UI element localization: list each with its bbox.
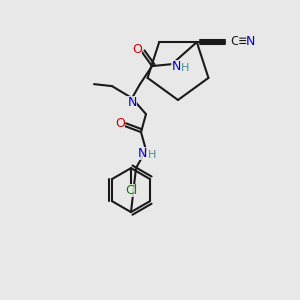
Text: C: C bbox=[230, 34, 239, 48]
Text: N: N bbox=[171, 60, 181, 73]
Text: Cl: Cl bbox=[125, 184, 137, 196]
Text: N: N bbox=[246, 34, 256, 48]
Text: ≡: ≡ bbox=[238, 34, 248, 48]
Text: H: H bbox=[148, 150, 156, 160]
Text: O: O bbox=[132, 43, 142, 56]
Text: O: O bbox=[115, 117, 125, 130]
Text: N: N bbox=[127, 96, 137, 109]
Text: N: N bbox=[137, 147, 147, 160]
Text: H: H bbox=[181, 63, 189, 73]
